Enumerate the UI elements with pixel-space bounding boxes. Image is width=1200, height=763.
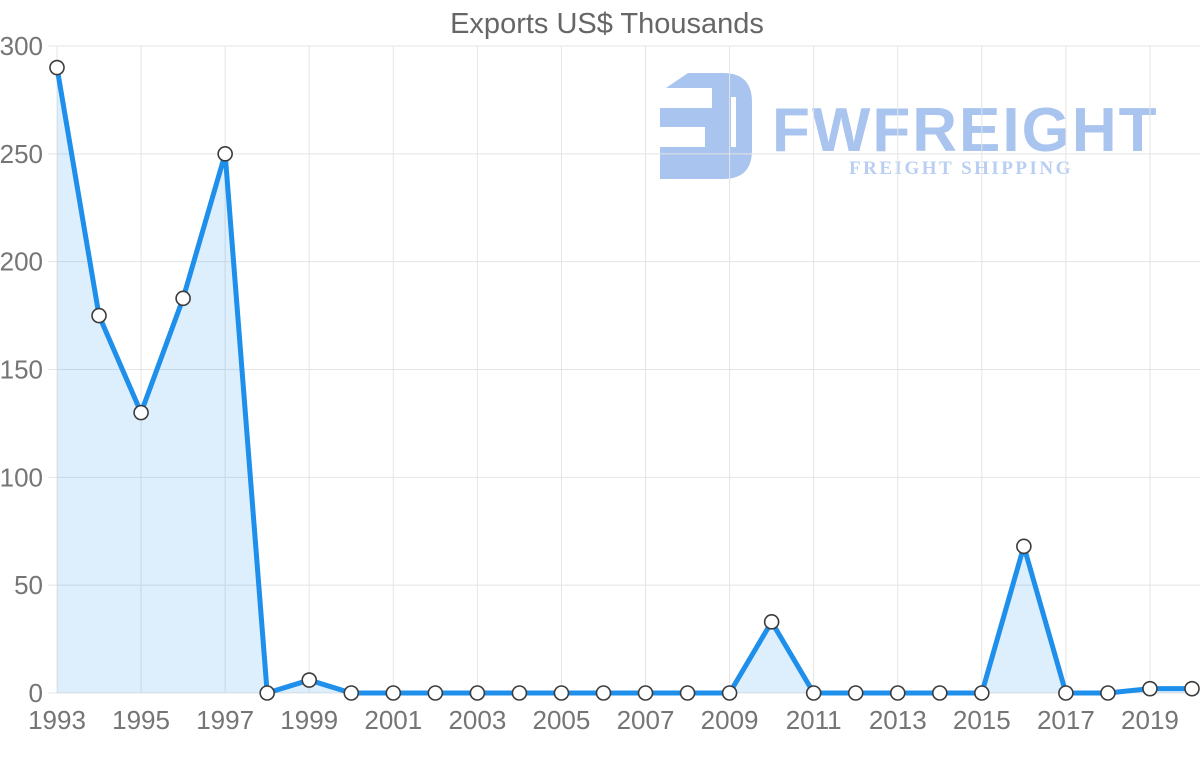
data-point bbox=[217, 146, 233, 162]
x-tick-label: 2007 bbox=[617, 705, 675, 735]
y-tick-label: 0 bbox=[29, 678, 43, 708]
y-tick-label: 200 bbox=[0, 247, 43, 277]
data-point bbox=[637, 685, 654, 701]
x-tick-label: 2019 bbox=[1121, 705, 1179, 735]
x-tick-label: 1999 bbox=[280, 705, 338, 735]
area-fill bbox=[57, 67, 1192, 694]
x-tick-label: 2003 bbox=[448, 705, 506, 735]
data-point bbox=[259, 685, 275, 701]
x-tick-label: 2011 bbox=[786, 705, 842, 735]
data-point bbox=[889, 685, 906, 701]
data-point bbox=[721, 685, 738, 701]
logo-tagline-text: FREIGHT SHIPPING bbox=[849, 158, 1073, 179]
x-tick-label: 2013 bbox=[869, 705, 927, 735]
data-point bbox=[427, 685, 444, 701]
data-point bbox=[553, 685, 570, 701]
y-tick-label: 100 bbox=[0, 462, 43, 492]
y-tick-label: 300 bbox=[0, 31, 43, 61]
x-tick-label: 2005 bbox=[533, 705, 591, 735]
data-point bbox=[133, 404, 149, 421]
fwfreight-logo: FWFREIGHT FREIGHT SHIPPING bbox=[655, 73, 1159, 179]
data-point bbox=[301, 672, 318, 688]
x-tick-label: 1993 bbox=[28, 705, 86, 735]
data-point bbox=[469, 685, 486, 701]
data-point bbox=[1100, 685, 1116, 701]
fwfreight-logo-mark-icon bbox=[655, 73, 752, 179]
data-point bbox=[1016, 538, 1032, 555]
logo-brand-text: FWFREIGHT bbox=[772, 96, 1159, 165]
data-point bbox=[91, 307, 107, 324]
chart-title: Exports US$ Thousands bbox=[450, 8, 764, 40]
data-point bbox=[763, 614, 780, 630]
x-tick-label: 2009 bbox=[701, 705, 759, 735]
data-point bbox=[1058, 685, 1074, 701]
x-tick-label: 2001 bbox=[364, 705, 422, 735]
data-point bbox=[679, 685, 696, 701]
data-point bbox=[385, 685, 402, 701]
x-tick-label: 1997 bbox=[196, 705, 254, 735]
data-point bbox=[175, 290, 191, 307]
data-point bbox=[931, 685, 948, 701]
y-tick-label: 150 bbox=[0, 355, 43, 385]
data-point bbox=[511, 685, 528, 701]
x-tick-label: 2017 bbox=[1037, 705, 1095, 735]
data-point bbox=[974, 685, 990, 701]
data-point bbox=[343, 685, 360, 701]
data-point bbox=[49, 59, 65, 76]
data-point bbox=[595, 685, 612, 701]
x-tick-label: 1995 bbox=[112, 705, 170, 735]
y-tick-label: 50 bbox=[14, 570, 43, 600]
data-point bbox=[847, 685, 864, 701]
data-series bbox=[49, 59, 1200, 701]
data-point bbox=[805, 685, 822, 701]
data-point bbox=[1142, 680, 1158, 697]
x-tick-label: 2015 bbox=[953, 705, 1011, 735]
y-tick-label: 250 bbox=[0, 139, 43, 169]
data-point bbox=[1184, 680, 1200, 697]
axis-tick-labels: 0 50 100 150 200 250 300 1993 1995 1997 1999 2001 20… bbox=[0, 31, 1179, 735]
grid-lines bbox=[48, 45, 1200, 694]
data-line bbox=[54, 65, 1195, 696]
